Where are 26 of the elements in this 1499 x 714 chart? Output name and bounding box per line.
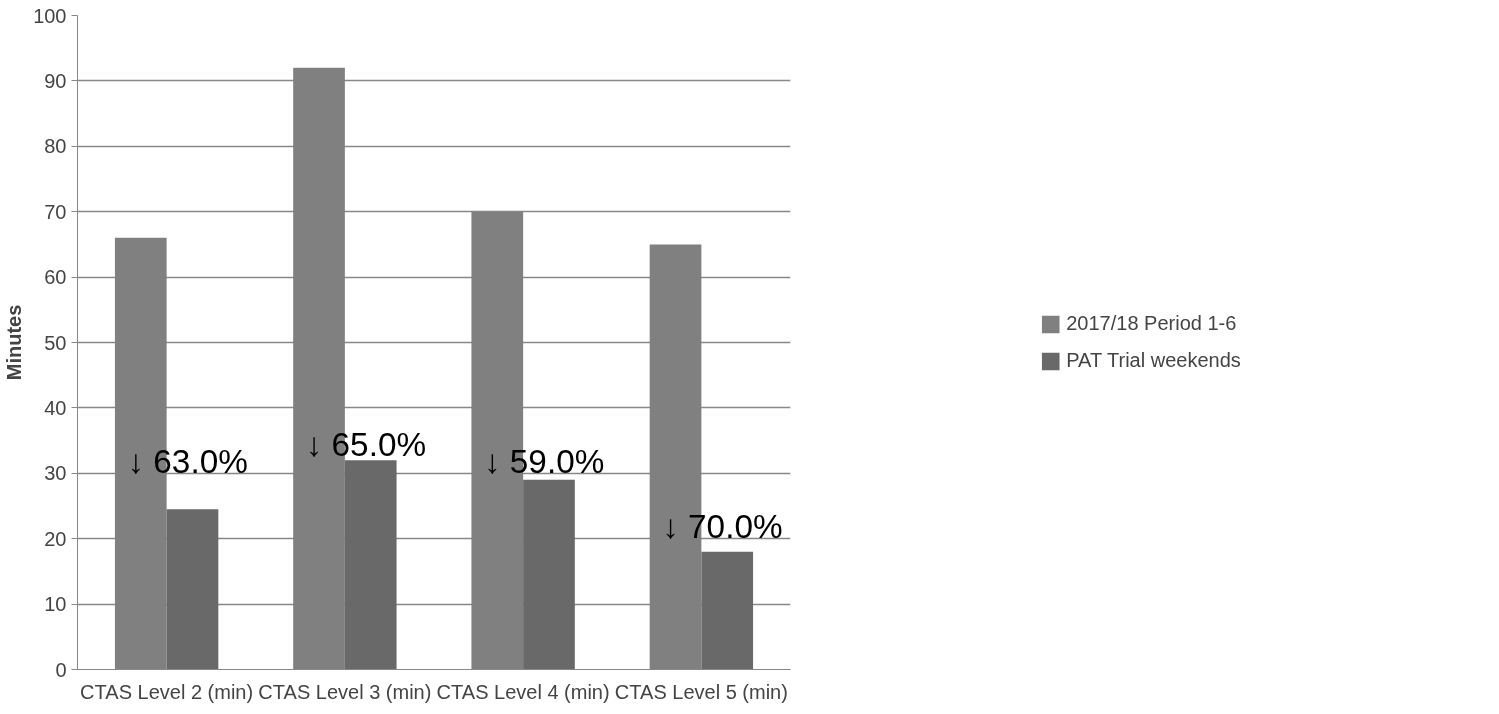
y-tick-label: 40	[44, 396, 67, 419]
y-tick-label: 100	[33, 4, 67, 27]
y-tick-label: 50	[44, 331, 67, 354]
annotation: ↓ 63.0%	[127, 442, 248, 480]
y-tick-label: 0	[55, 658, 67, 681]
annotation: ↓ 59.0%	[483, 442, 605, 480]
y-tick-label: 10	[44, 593, 67, 616]
y-tick-label: 30	[44, 462, 67, 485]
y-tick-label: 90	[44, 69, 67, 92]
x-tick-label: CTAS Level 5 (min)	[614, 680, 788, 703]
y-tick-label: 60	[44, 266, 67, 289]
bar	[344, 460, 397, 670]
bar	[523, 479, 575, 670]
legend-label: PAT Trial weekends	[1066, 349, 1241, 372]
x-tick-label: CTAS Level 2 (min)	[80, 680, 254, 703]
y-tick-label: 20	[44, 527, 67, 550]
y-tick-label: 80	[44, 135, 67, 158]
annotation: ↓ 65.0%	[305, 426, 427, 464]
annotation: ↓ 70.0%	[662, 508, 783, 546]
bar	[701, 551, 754, 670]
legend-label: 2017/18 Period 1-6	[1066, 312, 1237, 335]
bar	[166, 509, 219, 670]
y-tick-label: 70	[44, 200, 67, 223]
x-tick-label: CTAS Level 3 (min)	[258, 680, 432, 703]
y-axis-title: Minutes	[3, 304, 26, 381]
x-tick-label: CTAS Level 4 (min)	[436, 680, 610, 703]
